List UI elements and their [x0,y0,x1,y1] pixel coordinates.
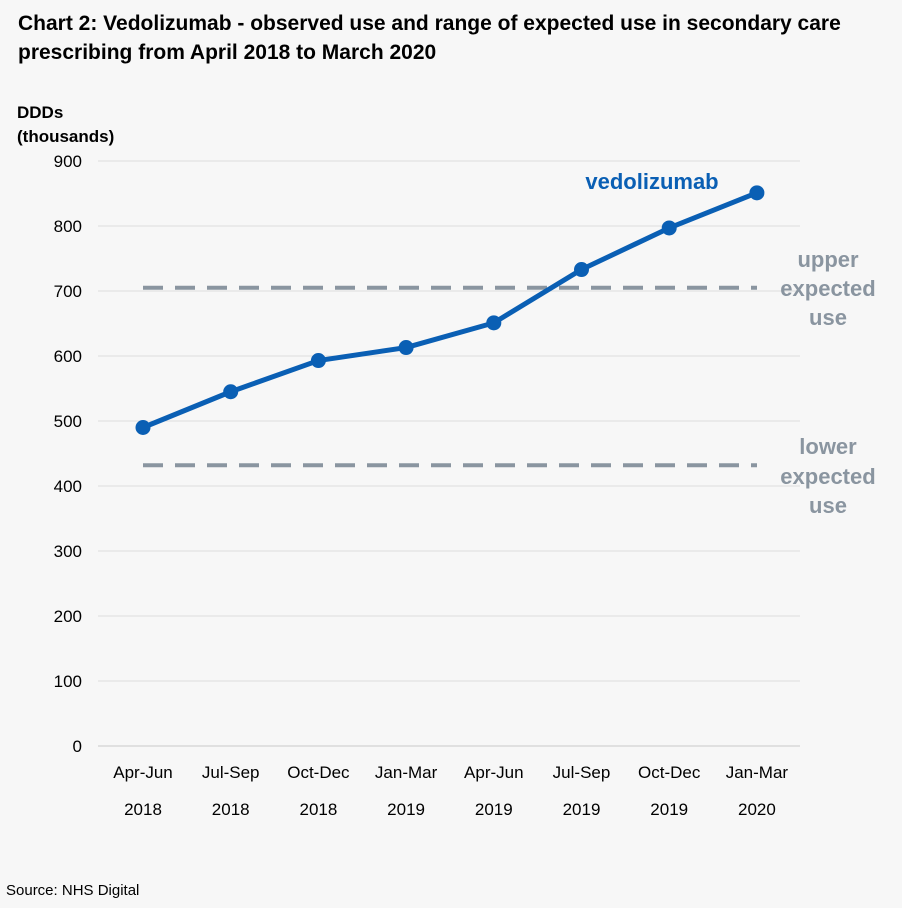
y-axis-label-line-2: (thousands) [17,127,115,146]
x-tick-label-period: Jan-Mar [726,763,789,782]
data-point [310,353,326,369]
y-tick-label: 400 [54,477,82,496]
x-tick-label-period: Jul-Sep [202,763,260,782]
y-tick-label: 700 [54,282,82,301]
x-tick-label-year: 2019 [563,800,601,819]
y-tick-label: 300 [54,542,82,561]
upper-expected-use-label: use [809,305,847,330]
x-tick-label-period: Jul-Sep [553,763,611,782]
upper-expected-use-label: expected [780,276,875,301]
lower-expected-use-label: lower [799,434,857,459]
series-label: vedolizumab [585,169,718,194]
x-tick-label-period: Oct-Dec [638,763,701,782]
y-axis-label-line-1: DDDs [17,103,64,122]
series-line-vedolizumab [140,190,760,430]
data-point [749,185,765,201]
y-axis-label: DDDs (thousands) [17,101,114,149]
x-tick-label-year: 2019 [475,800,513,819]
lower-expected-use-label: use [809,493,847,518]
y-tick-label: 200 [54,607,82,626]
x-tick-label-period: Oct-Dec [287,763,350,782]
y-tick-label: 100 [54,672,82,691]
y-tick-label: 800 [54,217,82,236]
y-tick-label: 500 [54,412,82,431]
x-tick-label-period: Jan-Mar [375,763,438,782]
x-tick-label-year: 2018 [212,800,250,819]
source-note: Source: NHS Digital [6,882,140,899]
x-tick-label-year: 2019 [387,800,425,819]
y-tick-label: 600 [54,347,82,366]
x-tick-label-period: Apr-Jun [113,763,173,782]
upper-expected-use-label: upper [797,247,859,272]
x-tick-label-year: 2020 [738,800,776,819]
data-point [486,315,502,331]
data-point [398,340,414,356]
y-tick-label: 0 [73,737,82,756]
data-point [661,220,677,236]
data-point [574,262,589,278]
lower-expected-use-label: expected [780,464,875,489]
data-point [135,420,151,435]
data-point [223,384,239,400]
x-tick-label-year: 2018 [124,800,162,819]
x-tick-label-year: 2018 [299,800,337,819]
x-tick-label-year: 2019 [650,800,688,819]
y-tick-label: 900 [54,152,82,171]
chart-title: Chart 2: Vedolizumab - observed use and … [18,12,841,64]
x-tick-label-period: Apr-Jun [464,763,524,782]
